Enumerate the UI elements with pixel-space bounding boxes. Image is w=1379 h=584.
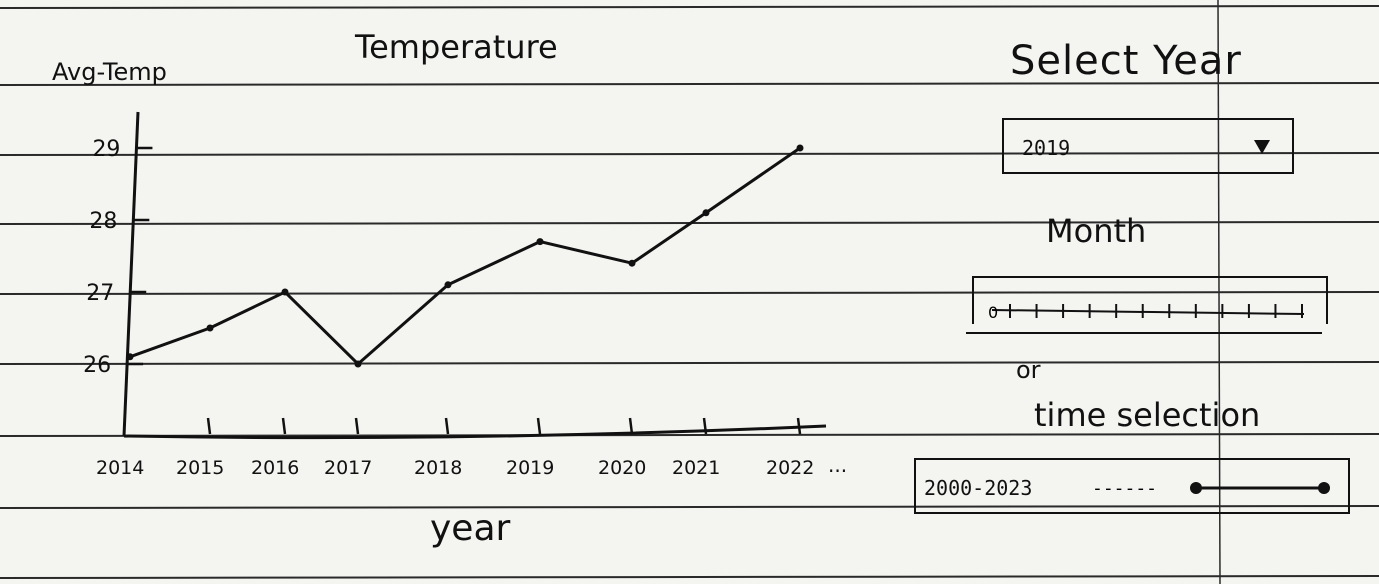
time-range-text: 2000-2023 [924,476,1033,500]
year-select-value: 2019 [1022,136,1071,160]
x-axis-label: year [430,508,511,549]
y-tick-label: 29 [92,137,120,162]
data-point [206,324,214,332]
data-point [281,288,289,296]
time-range-dashes: ------ [1092,478,1157,499]
x-tick-mark [354,417,360,435]
time-selection-label: time selection [1034,396,1261,434]
x-tick-label: 2021 [672,457,720,479]
x-tick-mark [281,417,287,435]
x-tick-label: 2018 [414,457,462,479]
y-tick-label: 28 [89,209,117,234]
x-ticks: 2014 2015 2016 2017 2018 2019 2020 2021 2022 [96,417,814,479]
time-range-end-handle[interactable] [1318,482,1330,494]
x-tick-mark [444,417,450,435]
y-tick-label: 26 [83,353,111,378]
x-tick-label: 2019 [506,457,554,479]
x-tick-label: 2017 [324,457,372,479]
select-year-title: Select Year [1010,38,1242,84]
x-tick-label: 2014 [96,457,144,479]
x-tick-mark [702,417,708,435]
x-tick-mark [628,417,634,435]
x-axis-line [123,424,827,440]
y-axis-line [122,111,140,437]
x-tick-label: 2022 [766,457,814,479]
y-tick-label: 27 [86,281,114,306]
data-point [796,144,804,152]
x-tick-label: 2015 [176,457,224,479]
month-slider-min-label: 0 [988,303,998,322]
data-points [126,144,804,368]
x-tick-label: 2016 [251,457,299,479]
month-slider-track [991,309,1305,315]
chart-axes [122,111,827,440]
data-point [628,259,636,267]
month-slider[interactable]: 0 [972,276,1328,324]
month-slider-ticks [1009,304,1303,318]
dropdown-triangle-icon [1254,140,1270,154]
time-range-slider[interactable]: 2000-2023 ------ [914,458,1350,514]
time-range-start-handle[interactable] [1190,482,1202,494]
y-axis-label: Avg-Temp [52,58,167,86]
series-line [129,146,801,367]
or-label: or [1016,356,1041,384]
chart-title: Temperature [354,28,558,66]
x-tick-mark [796,417,802,435]
month-label: Month [1046,212,1147,250]
data-point [354,360,362,368]
year-select-dropdown[interactable]: 2019 [1002,118,1294,174]
data-point [702,209,710,217]
data-point [126,353,134,361]
data-point [444,281,452,289]
y-ticks: 26 27 28 29 [83,137,153,378]
month-slider-underline [966,332,1322,334]
x-tick-mark [206,417,212,435]
x-tick-label: 2020 [598,457,646,479]
x-axis-continuation: ... [828,453,847,477]
data-point [536,238,544,246]
x-tick-mark [536,417,542,435]
